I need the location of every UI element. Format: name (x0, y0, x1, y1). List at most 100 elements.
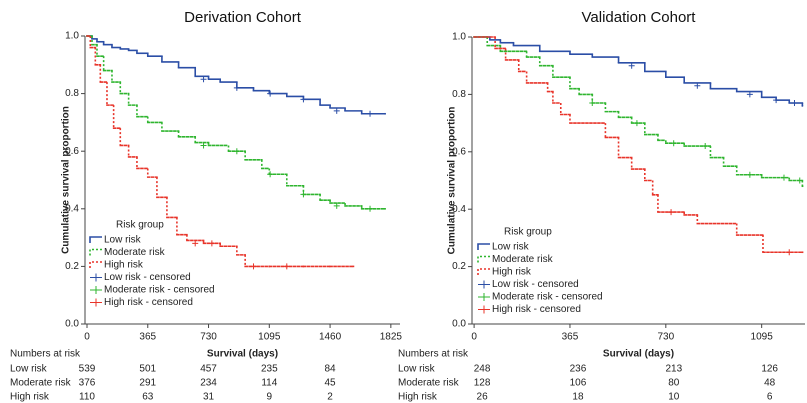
censor-mark (694, 82, 701, 89)
risk-row-label: Low risk (10, 364, 48, 375)
censor-mark (796, 177, 803, 184)
risk-count: 501 (139, 364, 156, 375)
x-tick-label: 0 (471, 332, 477, 343)
risk-count: 106 (570, 378, 587, 389)
risk-count: 18 (572, 392, 584, 403)
y-tick-label: 0.8 (452, 89, 466, 100)
risk-count: 6 (767, 392, 773, 403)
risk-row-label: Moderate risk (10, 378, 72, 389)
x-tick-label: 730 (200, 332, 217, 343)
risk-count: 376 (79, 378, 96, 389)
censor-mark (333, 107, 340, 114)
censor-mark (192, 240, 199, 247)
y-tick-label: 1.0 (452, 32, 466, 43)
risk-count: 234 (200, 378, 217, 389)
y-tick-label: 0.6 (452, 146, 466, 157)
risk-count: 236 (570, 364, 587, 375)
legend-title: Risk group (504, 227, 552, 238)
censor-mark (233, 148, 240, 155)
y-tick-label: 0.2 (452, 261, 466, 272)
x-tick-label: 1460 (319, 332, 342, 343)
risk-count: 26 (477, 392, 489, 403)
censor-mark (250, 263, 257, 270)
risk-count: 31 (203, 392, 215, 403)
legend-label: Moderate risk - censored (104, 285, 215, 296)
y-tick-label: 1.0 (65, 31, 79, 42)
legend-symbol (90, 298, 102, 307)
y-tick-label: 0.0 (65, 319, 79, 330)
risk-count: 84 (325, 364, 337, 375)
chart-title: Derivation Cohort (184, 9, 302, 26)
legend-symbol (90, 273, 102, 282)
censor-mark (200, 76, 207, 83)
legend-label: High risk - censored (104, 297, 193, 308)
legend-symbol (89, 236, 102, 243)
x-axis-label: Survival (days) (207, 349, 278, 360)
x-tick-label: 1095 (751, 332, 774, 343)
risk-count: 10 (668, 392, 680, 403)
legend-label: Low risk (492, 242, 530, 253)
censor-mark (773, 97, 780, 104)
censor-mark (267, 90, 274, 97)
censor-mark (300, 191, 307, 198)
risk-count: 213 (665, 364, 682, 375)
risk-table-title: Numbers at risk (398, 349, 469, 360)
risk-count: 110 (79, 392, 95, 403)
y-axis-label: Cumulative survival proportion (447, 107, 458, 255)
risk-table-title: Numbers at risk (10, 349, 81, 360)
risk-count: 9 (267, 392, 273, 403)
x-tick-label: 1095 (258, 332, 281, 343)
legend-title: Risk group (116, 220, 164, 231)
risk-count: 45 (325, 378, 337, 389)
censor-mark (780, 174, 787, 181)
legend-label: High risk (104, 260, 144, 271)
legend-label: Moderate risk (104, 247, 166, 258)
chart-title: Validation Cohort (582, 9, 697, 26)
legend-symbol (478, 280, 490, 289)
x-axis-label: Survival (days) (603, 349, 674, 360)
risk-count: 63 (142, 392, 154, 403)
censor-mark (668, 209, 675, 216)
censor-mark (786, 249, 793, 256)
legend-symbol (477, 243, 490, 250)
censor-mark (702, 143, 709, 150)
censor-mark (200, 142, 207, 149)
y-tick-label: 0.8 (65, 88, 79, 99)
risk-row-label: High risk (10, 392, 50, 403)
x-tick-label: 365 (562, 332, 579, 343)
legend-label: Low risk (104, 235, 142, 246)
legend-symbol (89, 261, 102, 268)
censor-mark (300, 96, 307, 103)
risk-count: 48 (764, 378, 776, 389)
x-tick-label: 365 (139, 332, 156, 343)
risk-row-label: High risk (398, 392, 438, 403)
censor-mark (670, 140, 677, 147)
censor-mark (628, 62, 635, 69)
censor-mark (791, 100, 798, 107)
x-tick-label: 730 (657, 332, 674, 343)
censor-mark (283, 263, 290, 270)
censor-mark (233, 84, 240, 91)
legend-symbol (477, 255, 490, 263)
censor-mark (208, 240, 215, 247)
legend-symbol (478, 305, 490, 314)
risk-count: 128 (474, 378, 491, 389)
censor-mark (746, 171, 753, 178)
legend-label: Moderate risk (492, 254, 554, 265)
censor-mark (267, 171, 274, 178)
legend-label: High risk (492, 267, 532, 278)
risk-count: 80 (668, 378, 680, 389)
censor-mark (367, 110, 374, 117)
censor-mark (746, 91, 753, 98)
risk-count: 457 (200, 364, 217, 375)
censor-mark (633, 120, 640, 127)
risk-count: 114 (261, 378, 277, 389)
risk-count: 2 (327, 392, 333, 403)
risk-count: 248 (474, 364, 491, 375)
legend-label: High risk - censored (492, 304, 581, 315)
y-tick-label: 0.4 (65, 203, 79, 214)
legend-symbol (477, 268, 490, 275)
y-axis-label: Cumulative survival proportion (61, 106, 72, 254)
legend-label: Low risk - censored (104, 272, 191, 283)
